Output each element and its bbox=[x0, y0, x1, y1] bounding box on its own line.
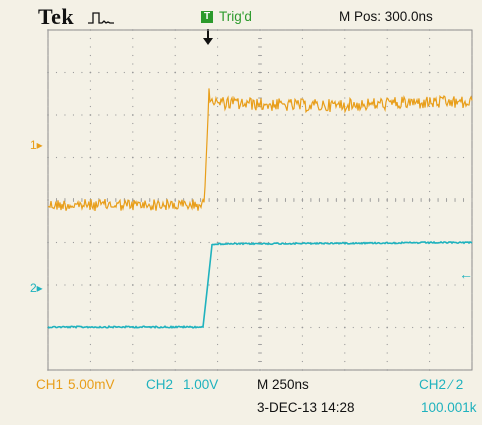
ch1-label: CH1 bbox=[36, 377, 64, 392]
trigger-level-arrow-icon: ← bbox=[459, 266, 473, 282]
ch1-scale: 5.00mV bbox=[68, 377, 115, 392]
trigger-status: Trig'd bbox=[219, 9, 252, 24]
ch2-scale: 1.00V bbox=[183, 377, 219, 392]
timebase-readout: M 250ns bbox=[257, 377, 309, 392]
pulse-waveform-icon bbox=[88, 12, 114, 24]
ch2-waveform bbox=[47, 240, 473, 329]
ch1-ground-marker: 1▸ bbox=[30, 138, 43, 152]
trigger-source-readout: CH2 ⁄ 2 bbox=[419, 377, 464, 392]
graticule-center-ticks bbox=[47, 29, 473, 371]
ch1-waveform bbox=[47, 88, 473, 211]
ch2-ground-marker: 2▸ bbox=[30, 281, 43, 295]
horizontal-position-readout: M Pos: 300.0ns bbox=[339, 9, 433, 24]
trigger-icon: T bbox=[201, 11, 213, 23]
trigger-position-arrow-icon bbox=[203, 29, 213, 45]
ch2-label: CH2 bbox=[146, 377, 174, 392]
date-time-readout: 3-DEC-13 14:28 bbox=[257, 400, 355, 415]
frequency-readout: 100.001k bbox=[421, 400, 477, 415]
brand-logo: Tek bbox=[38, 4, 75, 29]
